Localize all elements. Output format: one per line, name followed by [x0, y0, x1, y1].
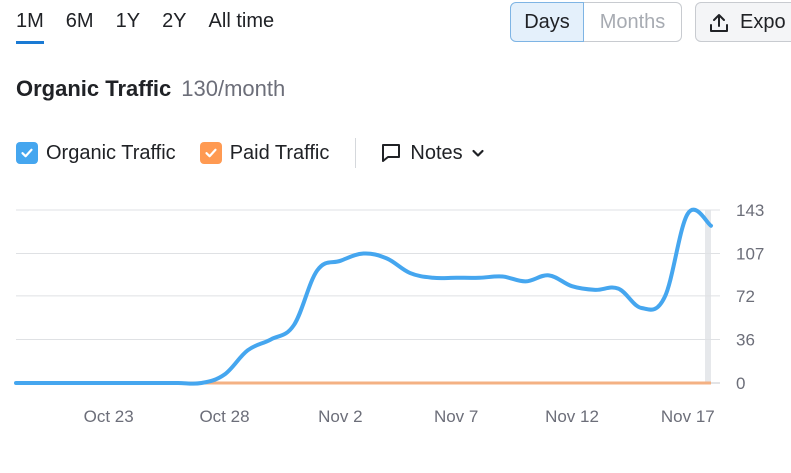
y-tick-label: 0	[736, 374, 745, 393]
days-button[interactable]: Days	[510, 2, 584, 42]
legend-label-paid: Paid Traffic	[229, 141, 330, 164]
legend-label-organic: Organic Traffic	[46, 141, 176, 164]
range-tab-2y[interactable]: 2Y	[162, 10, 187, 32]
hover-band	[705, 210, 711, 383]
comment-icon	[382, 144, 401, 162]
granularity-toggle: Days Months	[510, 2, 682, 42]
x-tick-label: Nov 7	[434, 407, 478, 426]
range-tab-all-time[interactable]: All time	[208, 10, 275, 32]
upload-icon	[710, 14, 728, 32]
notes-label: Notes	[410, 141, 463, 164]
checkbox-checked-icon[interactable]	[199, 142, 222, 164]
legend-divider	[355, 138, 357, 168]
x-tick-label: Nov 17	[661, 407, 715, 426]
y-tick-label: 36	[736, 330, 755, 349]
notes-dropdown[interactable]: Notes	[380, 142, 492, 165]
x-tick-label: Oct 28	[199, 407, 249, 426]
y-tick-label: 143	[736, 201, 764, 220]
traffic-value: 130/month	[181, 76, 286, 101]
chart-legend: Organic Traffic Paid Traffic Notes	[16, 138, 493, 168]
range-tab-6m[interactable]: 6M	[65, 10, 94, 32]
legend-paid-traffic[interactable]: Paid Traffic	[199, 141, 330, 165]
export-label: Expo	[740, 11, 786, 33]
y-tick-label: 72	[736, 287, 755, 306]
chart-header: Organic Traffic 130/month	[16, 76, 285, 102]
export-button[interactable]: Expo	[695, 2, 791, 42]
range-tab-1y[interactable]: 1Y	[115, 10, 141, 32]
organic-traffic-chart: 143 107 72 36 0 Oct 23 Oct 28 Nov 2 Nov 7 Nov 12…	[14, 201, 764, 426]
chart-title: Organic Traffic	[16, 76, 172, 101]
checkbox-checked-icon[interactable]	[16, 142, 38, 164]
chevron-down-icon	[472, 149, 484, 157]
y-tick-label: 107	[736, 245, 764, 264]
x-tick-label: Nov 12	[545, 407, 599, 426]
range-tab-1m[interactable]: 1M	[16, 0, 44, 44]
months-button[interactable]: Months	[584, 2, 682, 42]
x-tick-label: Nov 2	[318, 407, 362, 426]
x-tick-label: Oct 23	[84, 407, 134, 426]
series-line-organic-traffic	[14, 207, 713, 386]
date-range-tabs: 1M 6M 1Y 2Y All time	[16, 0, 296, 44]
legend-organic-traffic[interactable]: Organic Traffic	[16, 142, 176, 165]
